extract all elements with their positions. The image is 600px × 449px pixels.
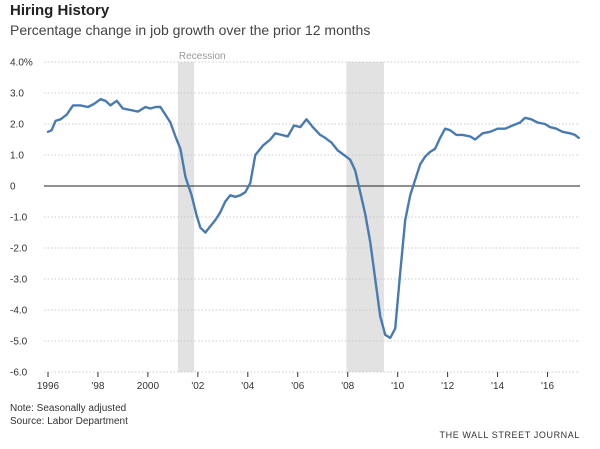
source-text: Source: Labor Department [10, 416, 128, 427]
x-tick-label: '12 [441, 381, 454, 392]
y-tick-label: -4.0 [10, 306, 28, 317]
x-tick-label: '08 [341, 381, 354, 392]
chart-notes: Note: Seasonally adjusted Source: Labor … [10, 402, 128, 428]
y-tick-label: -6.0 [10, 368, 28, 379]
y-tick-label: -3.0 [10, 275, 28, 286]
y-tick-label: 2.0 [10, 120, 24, 131]
series-line [46, 97, 580, 340]
chart-title: Hiring History [10, 2, 110, 19]
x-tick-label: 2000 [137, 381, 160, 392]
x-tick-label: '14 [491, 381, 504, 392]
x-tick-label: '02 [191, 381, 204, 392]
note-text: Note: Seasonally adjusted [10, 403, 127, 414]
x-tick-label: 1996 [37, 381, 60, 392]
x-tick-label: '06 [291, 381, 304, 392]
x-tick-label: '04 [241, 381, 254, 392]
y-tick-label: 1.0 [10, 151, 24, 162]
x-tick-label: '10 [391, 381, 404, 392]
y-tick-label: -1.0 [10, 213, 28, 224]
y-tick-label: 4.0% [10, 58, 33, 69]
y-tick-label: 3.0 [10, 89, 24, 100]
y-tick-label: 0 [10, 182, 16, 193]
y-tick-label: -2.0 [10, 244, 28, 255]
chart-subtitle: Percentage change in job growth over the… [10, 22, 371, 38]
recession-band-1 [177, 62, 195, 372]
x-tick-label: '16 [541, 381, 554, 392]
recession-label: Recession [179, 51, 226, 62]
publisher-credit: THE WALL STREET JOURNAL [439, 430, 580, 440]
y-tick-label: -5.0 [10, 337, 28, 348]
x-tick-label: '98 [91, 381, 104, 392]
